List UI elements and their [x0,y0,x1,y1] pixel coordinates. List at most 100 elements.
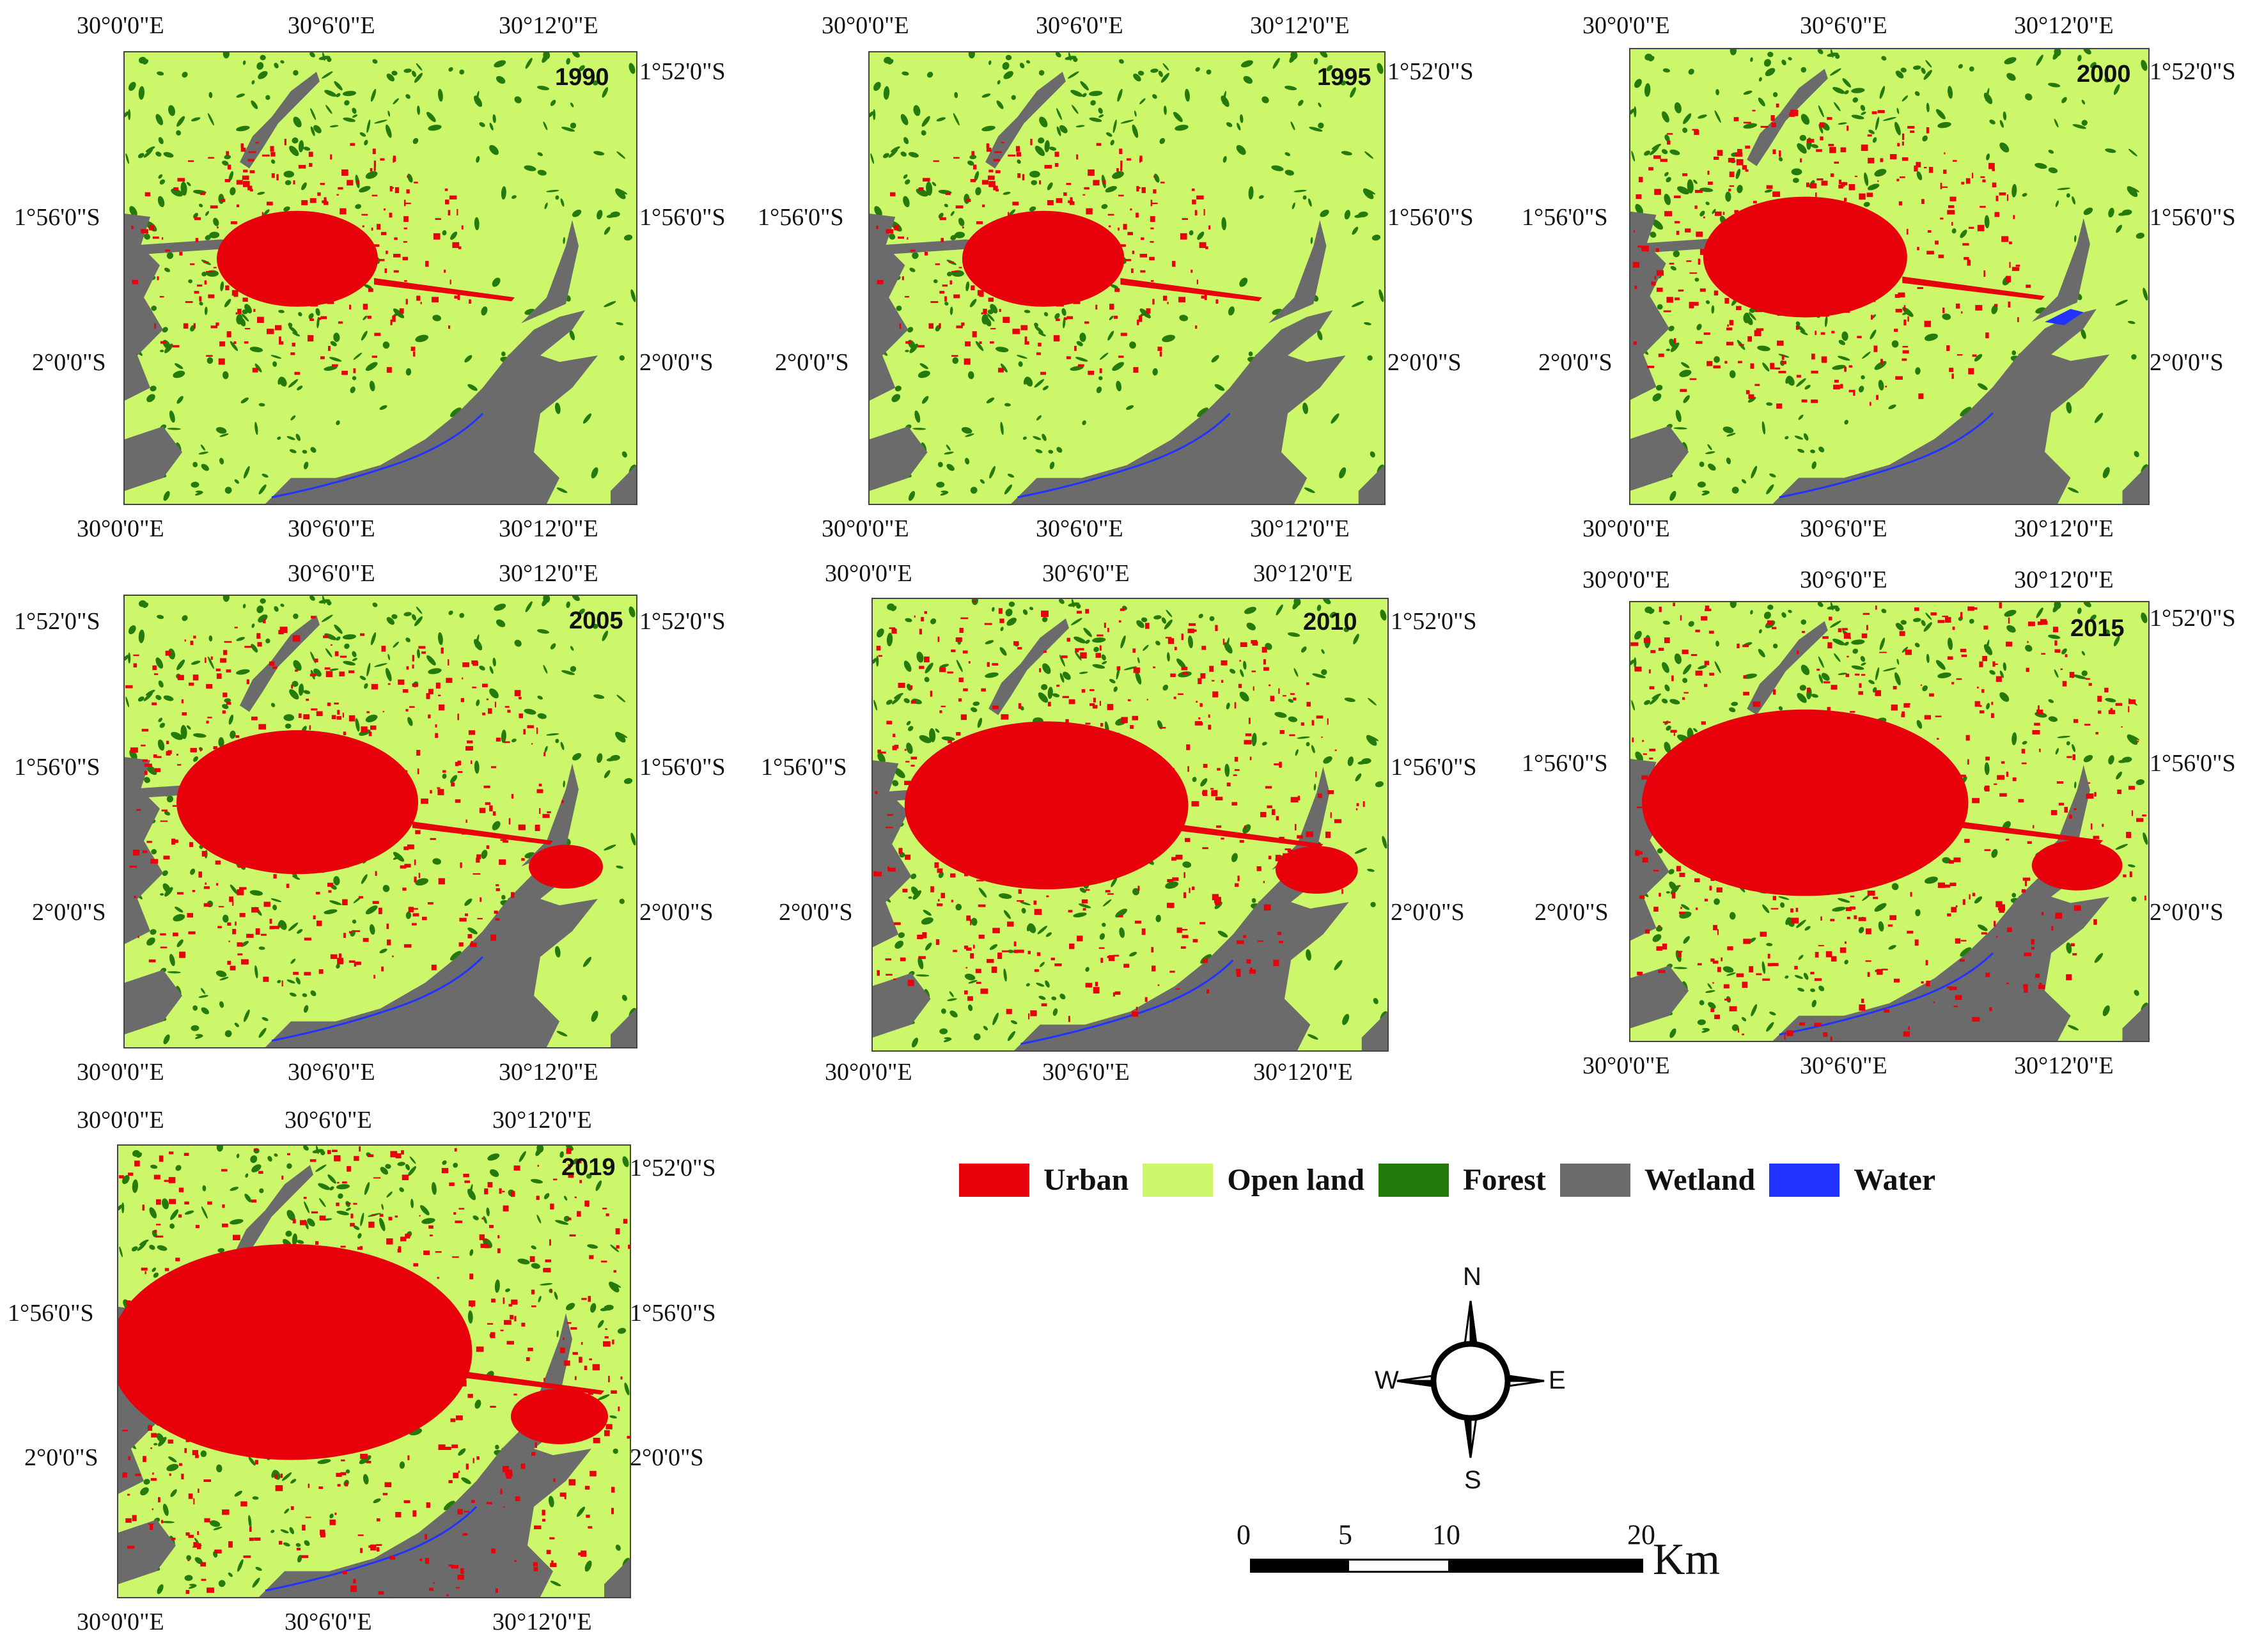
lat-label: 1°56'0"S [630,1300,716,1327]
land-cover-map[interactable] [1629,48,2150,505]
lon-label: 30°6'0"E [1036,12,1123,39]
scale-unit: Km [1653,1535,1720,1584]
scale-tick-label: 20 [1627,1519,1655,1550]
land-cover-raster [1630,602,2148,1041]
scale-segment [1349,1559,1448,1573]
land-cover-raster [125,52,636,504]
lat-label: 1°56'0"S [2150,750,2236,777]
lon-label: 30°0'0"E [822,12,909,39]
legend-swatch [959,1163,1029,1197]
lon-label: 30°0'0"E [77,1609,164,1635]
lon-label: 30°6'0"E [288,12,375,39]
lat-label: 2°0'0"S [24,1444,98,1471]
lon-label: 30°0'0"E [825,560,912,587]
land-cover-map[interactable] [871,598,1389,1052]
legend-label: Urban [1043,1163,1129,1197]
lon-label: 30°12'0"E [499,560,598,587]
lon-label: 30°6'0"E [288,515,375,542]
year-label: 2010 [1303,609,1357,635]
compass-e: E [1549,1366,1566,1394]
lat-label: 2°0'0"S [779,899,853,926]
lat-label: 1°56'0"S [761,754,847,781]
lon-label: 30°0'0"E [77,1107,164,1134]
lat-label: 1°52'0"S [639,608,726,635]
compass-n: N [1463,1263,1481,1291]
lat-label: 1°52'0"S [14,608,100,635]
lat-label: 1°56'0"S [2150,204,2236,231]
lat-label: 1°52'0"S [630,1155,716,1181]
legend-label: Forest [1463,1163,1546,1197]
legend-swatch [1378,1163,1449,1197]
legend-swatch [1143,1163,1214,1197]
land-cover-map[interactable] [868,51,1386,505]
lon-label: 30°12'0"E [1250,515,1350,542]
lon-label: 30°6'0"E [1800,566,1887,593]
lon-label: 30°12'0"E [1253,1059,1353,1086]
land-cover-map[interactable] [117,1144,631,1598]
land-cover-map[interactable] [123,51,637,505]
lat-label: 2°0'0"S [2150,349,2224,376]
scale-tick-label: 5 [1338,1519,1352,1550]
lat-label: 1°56'0"S [1391,754,1477,781]
lat-label: 1°52'0"S [2150,58,2236,85]
year-label: 1995 [1317,64,1371,91]
lon-label: 30°6'0"E [288,560,375,587]
scale-tick-label: 0 [1237,1519,1251,1550]
lon-label: 30°0'0"E [77,515,164,542]
lon-label: 30°12'0"E [499,1059,598,1086]
lon-label: 30°6'0"E [1800,12,1887,39]
lon-label: 30°12'0"E [492,1107,592,1134]
legend-swatch [1559,1163,1630,1197]
land-cover-map[interactable] [123,595,637,1048]
year-label: 1990 [555,64,609,91]
land-cover-map[interactable] [1629,601,2150,1042]
lon-label: 30°12'0"E [492,1609,592,1635]
lon-label: 30°6'0"E [1036,515,1123,542]
lat-label: 1°56'0"S [14,204,100,231]
legend: Urban Open land Forest Wetland Water [959,1162,1949,1197]
lat-label: 2°0'0"S [1387,349,1462,376]
lat-label: 2°0'0"S [639,899,714,926]
compass-w: W [1375,1366,1399,1394]
lat-label: 2°0'0"S [32,899,106,926]
legend-item-forest: Forest [1378,1162,1546,1197]
lon-label: 30°12'0"E [499,515,598,542]
lon-label: 30°12'0"E [1253,560,1353,587]
lat-label: 1°52'0"S [639,58,726,85]
lon-label: 30°12'0"E [499,12,598,39]
lon-label: 30°0'0"E [825,1059,912,1086]
legend-item-open-land: Open land [1143,1162,1364,1197]
legend-label: Water [1854,1163,1936,1197]
lat-label: 1°52'0"S [1391,608,1477,635]
lon-label: 30°6'0"E [1042,560,1130,587]
lon-label: 30°0'0"E [1582,1052,1670,1079]
land-cover-raster [125,596,636,1047]
scale-bar: 0 5 10 20 Km [1237,1518,1777,1595]
lon-label: 30°0'0"E [77,12,164,39]
legend-label: Open land [1227,1163,1365,1197]
legend-swatch [1769,1163,1840,1197]
lon-label: 30°6'0"E [285,1107,372,1134]
year-label: 2000 [2077,61,2131,88]
lon-label: 30°12'0"E [2014,12,2114,39]
lat-label: 1°56'0"S [758,204,844,231]
lat-label: 2°0'0"S [1538,349,1613,376]
lat-label: 2°0'0"S [1535,899,1609,926]
land-cover-raster [870,52,1384,504]
lon-label: 30°6'0"E [288,1059,375,1086]
lon-label: 30°0'0"E [822,515,909,542]
scale-segment [1448,1559,1643,1573]
legend-item-water: Water [1769,1162,1935,1197]
year-label: 2005 [569,607,623,634]
lat-label: 2°0'0"S [32,349,106,376]
lat-label: 1°52'0"S [1387,58,1474,85]
lat-label: 1°56'0"S [639,204,726,231]
compass-rose-icon [1396,1300,1545,1458]
legend-item-urban: Urban [959,1162,1128,1197]
lon-label: 30°0'0"E [77,1059,164,1086]
lon-label: 30°0'0"E [1582,515,1670,542]
land-cover-raster [1630,49,2148,504]
north-arrow: N W E S [1375,1263,1566,1506]
legend-label: Wetland [1644,1163,1756,1197]
lat-label: 1°52'0"S [2150,605,2236,632]
